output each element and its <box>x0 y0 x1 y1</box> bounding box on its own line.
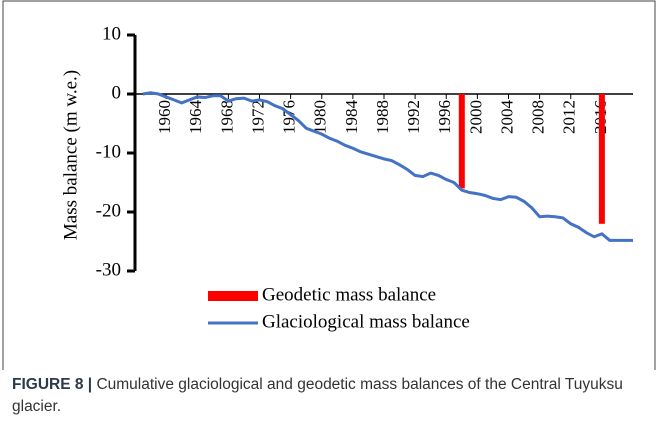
y-tick-label: -10 <box>96 141 121 162</box>
x-tick-label: 1992 <box>404 100 423 134</box>
x-tick-label: 1964 <box>186 100 205 135</box>
caption-text: Cumulative glaciological and geodetic ma… <box>12 376 623 415</box>
bar <box>598 94 605 224</box>
y-tick-label: -20 <box>96 200 121 221</box>
bar <box>458 94 465 189</box>
y-axis-label: Mass balance (m w.e.) <box>60 70 81 240</box>
x-tick-label: 2008 <box>529 100 548 134</box>
y-tick-label: 10 <box>102 23 121 44</box>
x-tick-label: 1996 <box>435 100 454 134</box>
y-tick-label: -30 <box>96 259 121 280</box>
y-tick-label: 0 <box>112 82 122 103</box>
x-tick-label: 1960 <box>155 100 174 134</box>
x-tick-label: 1980 <box>311 100 330 134</box>
legend-swatch <box>208 291 258 301</box>
x-tick-label: 1988 <box>373 100 392 134</box>
legend-label: Glaciological mass balance <box>262 311 470 332</box>
x-tick-label: 1972 <box>248 100 267 134</box>
chart: Mass balance (m w.e.) -30 -20 -10 0 10 1960 19… <box>2 0 656 370</box>
x-tick-label: 1968 <box>217 100 236 134</box>
line <box>142 91 633 242</box>
legend-label: Geodetic mass balance <box>262 284 436 305</box>
frame <box>2 0 656 370</box>
caption: FIGURE 8 | Cumulative glaciological and … <box>12 374 642 418</box>
x-tick-label: 1984 <box>342 100 361 135</box>
caption-label: FIGURE 8 | <box>12 376 93 393</box>
x-tick-label: 2000 <box>466 100 485 134</box>
x-tick-label: 2004 <box>497 100 516 135</box>
x-tick-label: 2012 <box>560 100 579 134</box>
